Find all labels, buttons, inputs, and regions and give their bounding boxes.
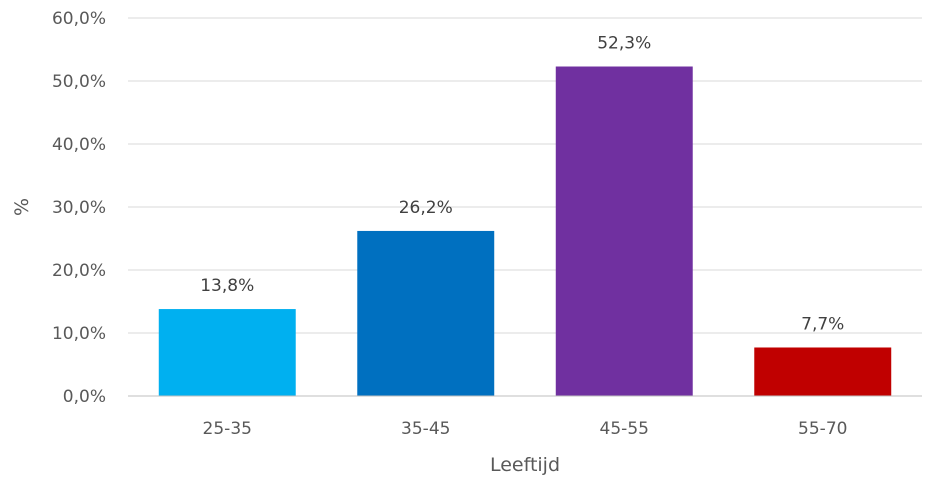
bar xyxy=(357,230,495,396)
x-tick-label: 25-35 xyxy=(203,419,252,439)
gridlines xyxy=(128,17,922,334)
x-tick-label: 45-55 xyxy=(600,419,649,439)
y-tick-label: 40,0% xyxy=(52,135,106,155)
bar xyxy=(555,66,693,396)
y-tick-label: 20,0% xyxy=(52,261,106,281)
data-label: 7,7% xyxy=(801,314,844,334)
y-tick-label: 60,0% xyxy=(52,9,106,29)
y-tick-label: 0,0% xyxy=(63,387,106,407)
data-label: 13,8% xyxy=(200,276,254,296)
y-tick-label: 30,0% xyxy=(52,198,106,218)
y-axis-title: % xyxy=(11,198,33,216)
data-labels: 13,8% 26,2% 52,3% 7,7% xyxy=(200,34,844,335)
y-tick-label: 50,0% xyxy=(52,72,106,92)
x-axis-title: Leeftijd xyxy=(490,454,560,476)
x-axis-tick-labels: 25-35 35-45 45-55 55-70 xyxy=(203,419,848,439)
x-tick-label: 35-45 xyxy=(401,419,450,439)
y-axis-tick-labels: 0,0% 10,0% 20,0% 30,0% 40,0% 50,0% 60,0% xyxy=(52,9,106,407)
bar xyxy=(158,309,296,396)
data-label: 52,3% xyxy=(597,34,651,54)
data-label: 26,2% xyxy=(399,198,453,218)
bar xyxy=(754,347,892,396)
bars xyxy=(158,66,892,396)
x-tick-label: 55-70 xyxy=(798,419,847,439)
y-tick-label: 10,0% xyxy=(52,324,106,344)
